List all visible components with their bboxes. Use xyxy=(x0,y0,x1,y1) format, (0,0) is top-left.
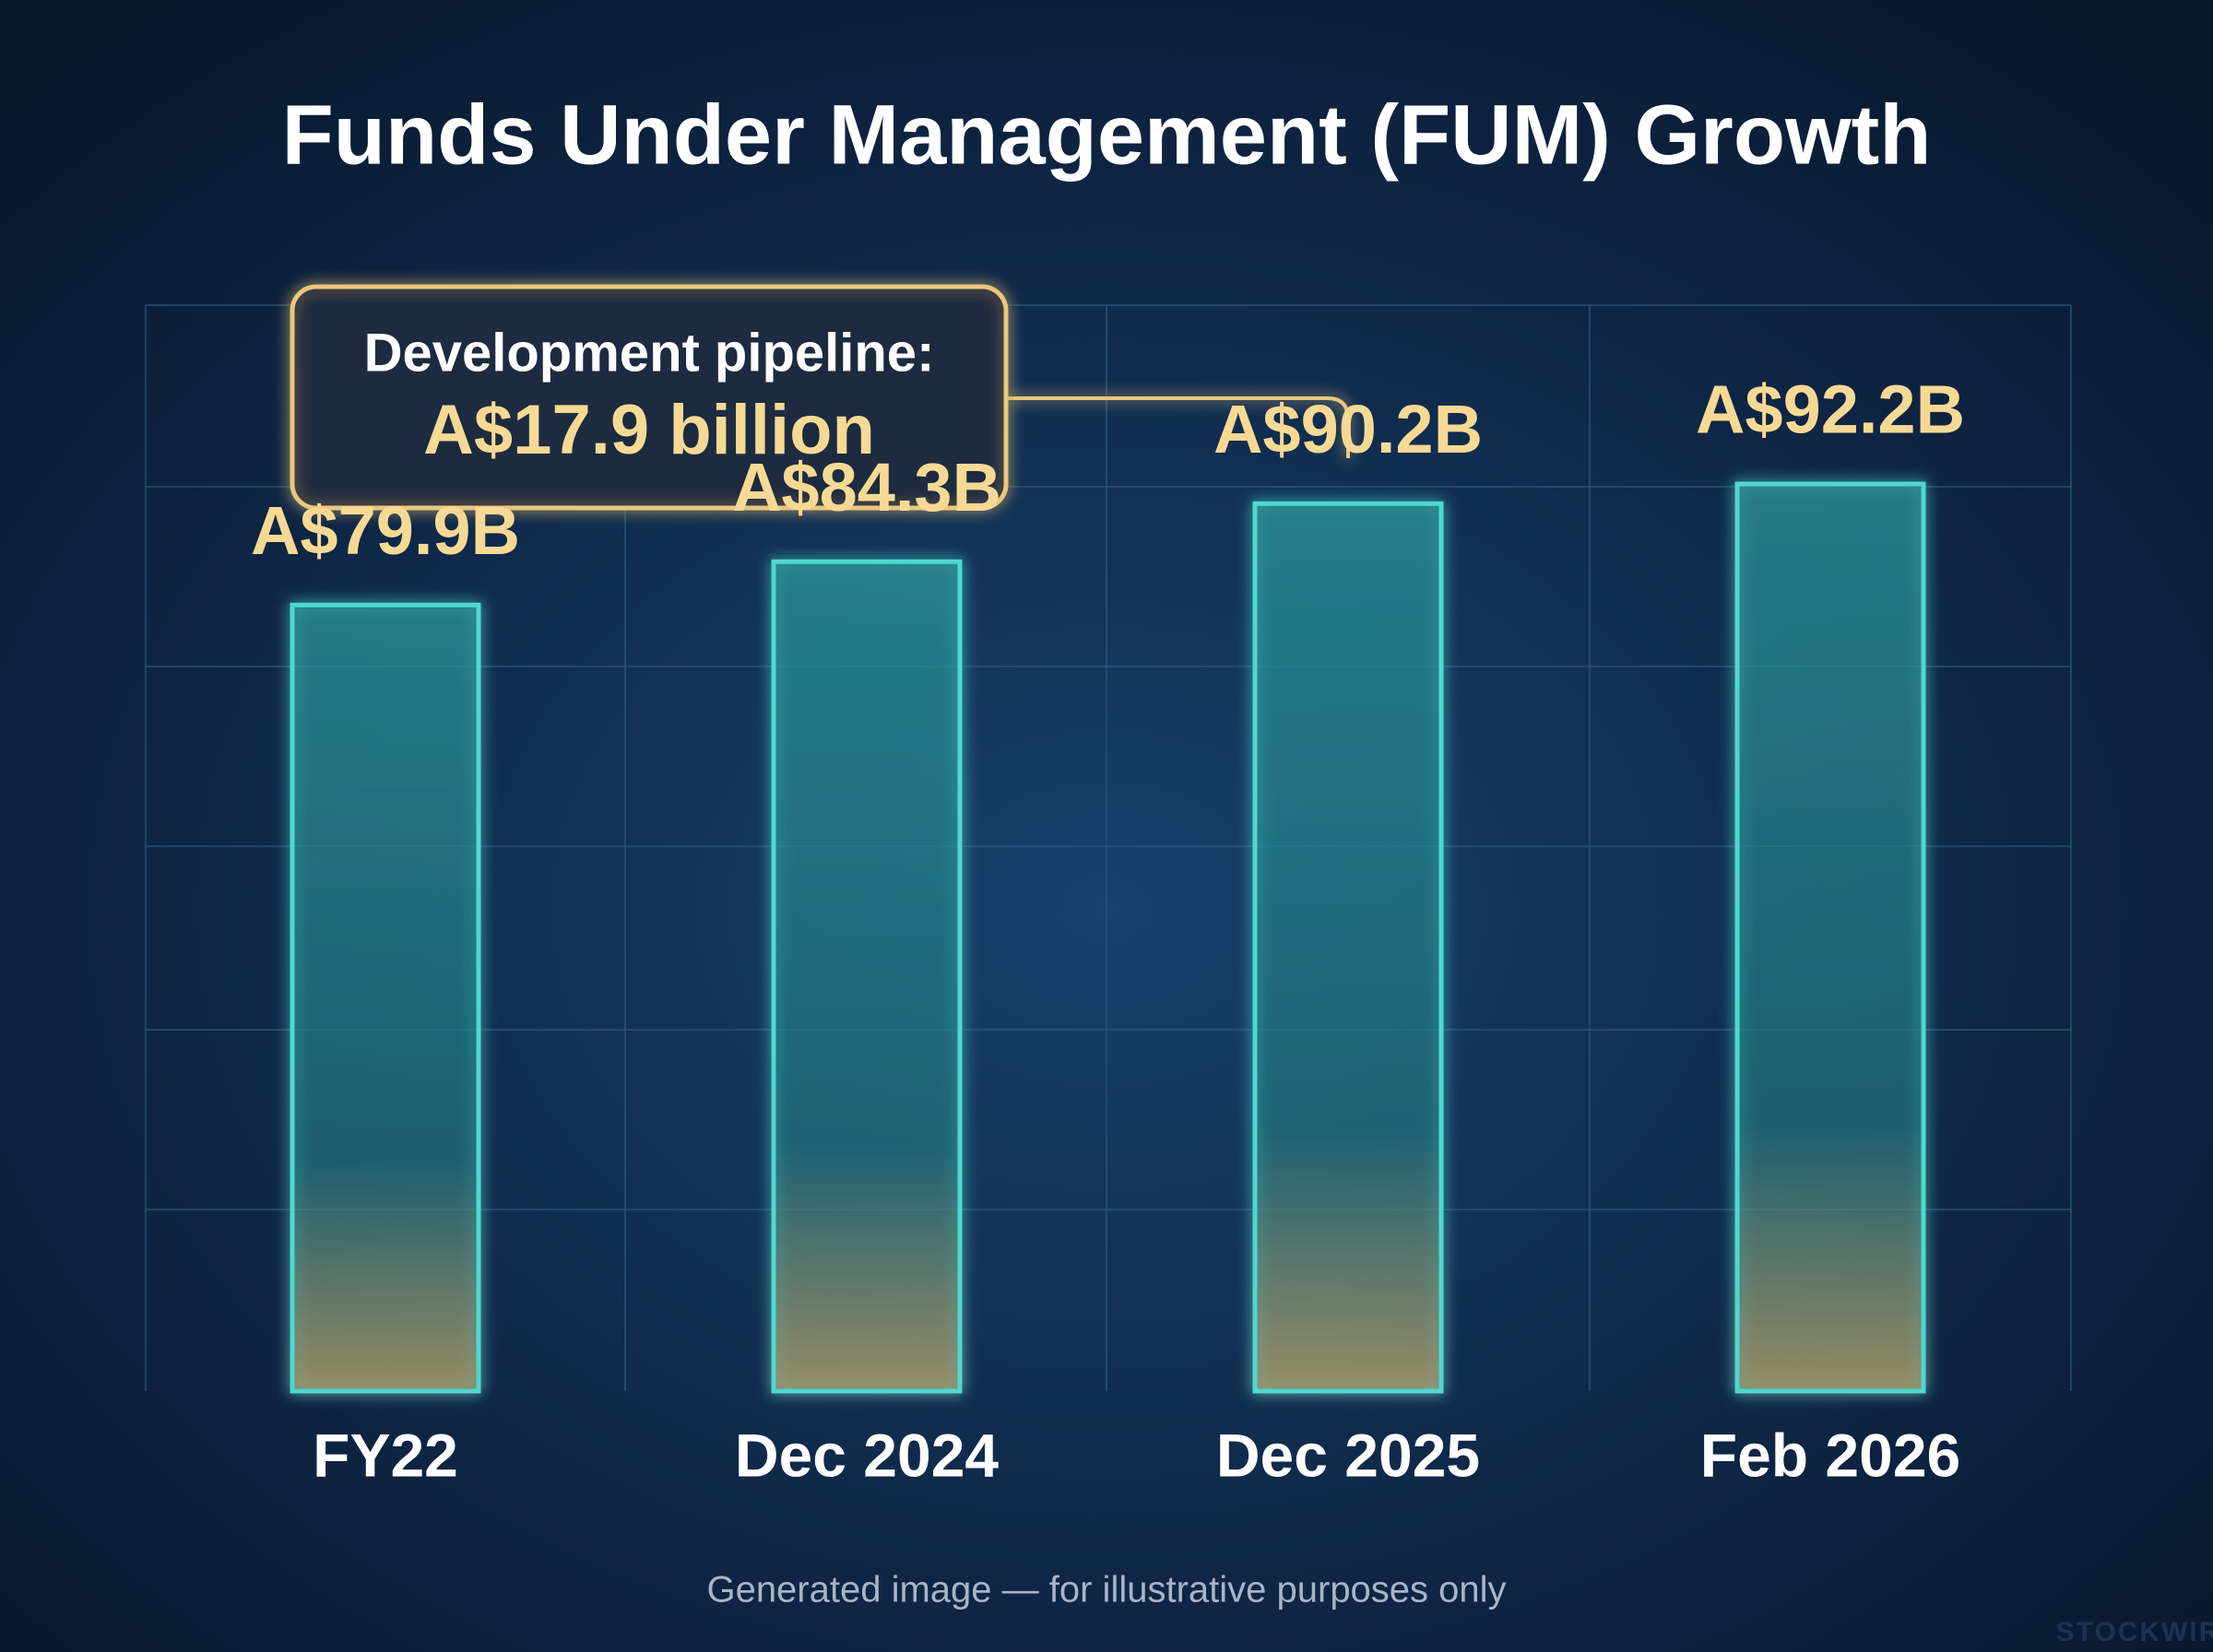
value-label: A$90.2B xyxy=(1213,391,1483,467)
footnote: Generated image — for illustrative purpo… xyxy=(706,1570,1506,1611)
bar xyxy=(771,559,963,1394)
watermark: STOCKWIRE xyxy=(2056,1617,2213,1647)
x-tick-label: Dec 2024 xyxy=(735,1421,1000,1489)
x-tick-label: Dec 2025 xyxy=(1216,1421,1480,1489)
annotation-box xyxy=(290,284,1009,511)
value-label: A$79.9B xyxy=(251,492,520,569)
x-tick-label: Feb 2026 xyxy=(1700,1421,1961,1489)
value-label: A$92.2B xyxy=(1696,372,1965,448)
annotation-label: Development pipeline: xyxy=(364,323,935,383)
x-tick-label: FY22 xyxy=(313,1421,458,1489)
bar xyxy=(290,602,481,1394)
bar xyxy=(1252,501,1444,1394)
chart-title: Funds Under Management (FUM) Growth xyxy=(282,88,1932,182)
value-label: A$84.3B xyxy=(732,449,1001,525)
annotation-connector xyxy=(1006,396,1350,458)
bar xyxy=(1734,481,1926,1394)
annotation-value: A$17.9 billion xyxy=(423,391,875,469)
